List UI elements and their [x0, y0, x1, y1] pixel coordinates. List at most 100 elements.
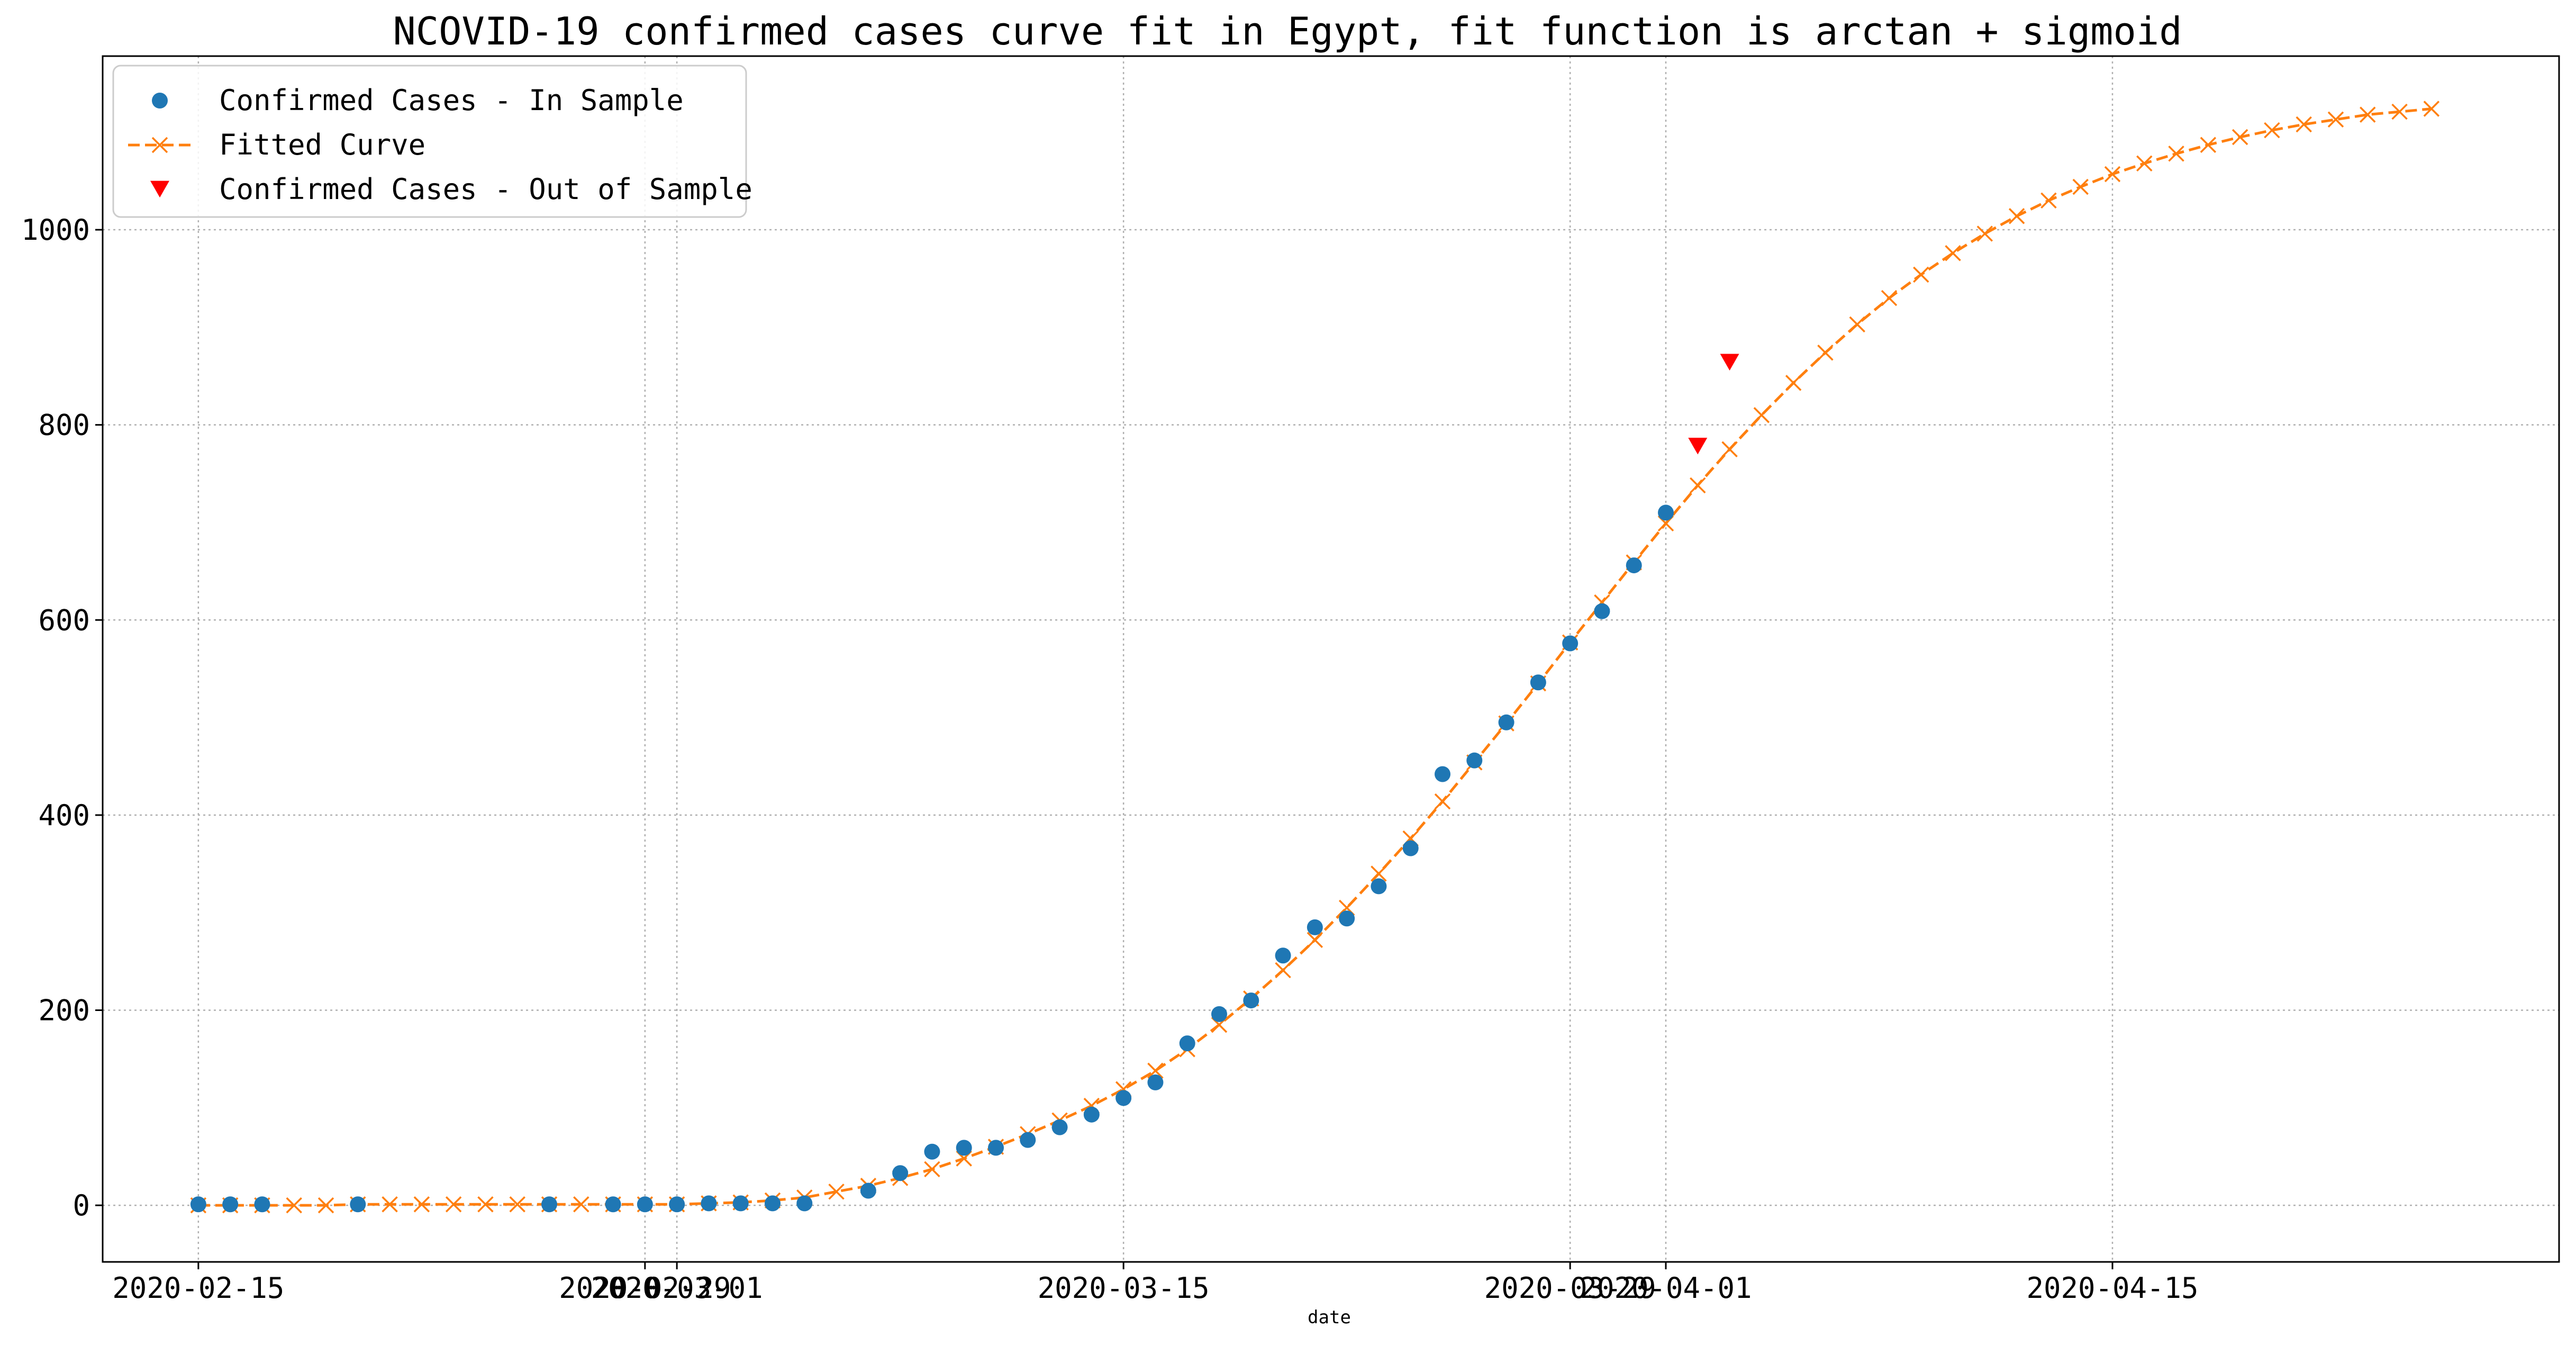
- legend-label-fitted-curve: Fitted Curve: [219, 128, 425, 161]
- in-sample-point: [1435, 766, 1450, 782]
- fitted-curve-point: [1913, 266, 1929, 283]
- in-sample-point: [1626, 557, 1642, 574]
- out-of-sample-point: [1688, 437, 1708, 455]
- x-tick-label: 2020-02-29: [559, 1271, 731, 1305]
- y-tick-label: 800: [38, 409, 90, 442]
- in-sample-point: [1147, 1074, 1164, 1090]
- in-sample-point: [1115, 1090, 1132, 1106]
- in-sample-point: [988, 1140, 1004, 1156]
- fitted-curve-point: [2136, 155, 2153, 171]
- in-sample-point: [892, 1165, 909, 1181]
- in-sample-point: [637, 1196, 653, 1213]
- in-sample-point: [350, 1196, 366, 1213]
- in-sample-point: [1371, 878, 1387, 895]
- x-tick-label: 2020-03-01: [591, 1271, 763, 1305]
- fitted-curve-point: [318, 1197, 334, 1214]
- out-of-sample-point: [1720, 354, 1739, 371]
- fitted-curve-point: [2104, 166, 2121, 183]
- fitted-curve-point: [1945, 245, 1961, 261]
- in-sample-point: [796, 1195, 813, 1212]
- in-sample-point: [1466, 752, 1483, 769]
- chart-title: NCOVID-19 confirmed cases curve fit in E…: [393, 9, 2182, 53]
- y-tick-label: 200: [38, 994, 90, 1027]
- fitted-curve-point: [1434, 793, 1451, 810]
- fitted-curve-point: [477, 1196, 494, 1213]
- legend-box: [112, 65, 747, 218]
- in-sample-point: [701, 1195, 717, 1212]
- in-sample-point: [1562, 635, 1579, 652]
- in-sample-point: [1498, 714, 1514, 730]
- in-sample-point: [1307, 919, 1323, 935]
- in-sample-points-layer: [190, 504, 1674, 1213]
- fitted-curve-point: [509, 1196, 525, 1213]
- x-tick-label: 2020-03-15: [1038, 1271, 1210, 1305]
- legend-marker-fitted-curve: [128, 137, 192, 154]
- in-sample-point: [541, 1196, 557, 1213]
- in-sample-point: [1402, 840, 1419, 856]
- fitted-curve-point: [1817, 345, 1834, 361]
- fitted-curve-point: [2040, 192, 2057, 209]
- fitted-curve-point: [2423, 101, 2440, 117]
- in-sample-point: [924, 1143, 940, 1160]
- out-of-sample-points-layer: [1688, 354, 1739, 455]
- in-sample-point: [1594, 603, 1610, 619]
- fitted-curve-point: [2327, 111, 2344, 128]
- legend-x-marker: [151, 137, 168, 154]
- in-sample-point: [1211, 1006, 1227, 1022]
- fitted-curve-point: [1785, 375, 1802, 391]
- fitted-curve-point: [1371, 865, 1387, 882]
- in-sample-point: [190, 1196, 206, 1213]
- in-sample-point: [1530, 674, 1546, 691]
- fitted-curve-point: [1753, 407, 1770, 423]
- y-axis-ticks: 0 200 400 600 800 1000: [21, 213, 103, 1222]
- in-sample-point: [254, 1196, 270, 1213]
- fitted-curve-point: [445, 1196, 462, 1213]
- in-sample-point: [1243, 992, 1259, 1009]
- in-sample-point: [605, 1196, 621, 1213]
- fitted-curve-point: [413, 1196, 430, 1213]
- in-sample-point: [765, 1195, 781, 1212]
- fitted-curve-point: [1147, 1062, 1164, 1079]
- fitted-curve-point: [2360, 106, 2376, 123]
- fitted-curve-point: [2232, 129, 2248, 146]
- in-sample-point: [222, 1196, 239, 1213]
- in-sample-point: [860, 1182, 876, 1199]
- fitted-curve-point: [2072, 178, 2089, 195]
- legend-label-in-sample: Confirmed Cases - In Sample: [219, 84, 684, 117]
- fitted-curve-point: [2168, 146, 2184, 162]
- fitted-curve-point: [2200, 137, 2217, 153]
- in-sample-point: [732, 1195, 749, 1212]
- fitted-curve-point: [573, 1196, 589, 1213]
- fitted-curve-point: [2264, 122, 2280, 139]
- fitted-curve-point: [2391, 103, 2408, 120]
- x-axis-label: date: [1308, 1307, 1351, 1328]
- in-sample-point: [1275, 947, 1291, 964]
- x-tick-label: 2020-04-15: [2026, 1271, 2198, 1305]
- fitted-curve-point: [1881, 290, 1898, 306]
- y-tick-label: 400: [38, 799, 90, 832]
- fitted-curve-point: [2008, 208, 2025, 224]
- fitted-curve-point: [1849, 316, 1865, 333]
- fitted-curve-point: [1307, 932, 1323, 949]
- fitted-curve-point: [1690, 477, 1706, 494]
- fitted-curve-point: [1976, 225, 1993, 242]
- legend-marker-in-sample: [152, 93, 168, 109]
- in-sample-point: [1179, 1035, 1195, 1052]
- plot-frame: [102, 55, 2560, 1263]
- fitted-curve-point: [286, 1197, 302, 1214]
- in-sample-point: [1020, 1132, 1036, 1148]
- legend-marker-out-of-sample: [150, 180, 169, 198]
- in-sample-point: [956, 1140, 972, 1156]
- x-tick-label: 2020-02-15: [112, 1271, 284, 1305]
- fitted-curve-point: [1721, 441, 1738, 457]
- in-sample-point: [1051, 1119, 1068, 1135]
- legend-label-out-of-sample: Confirmed Cases - Out of Sample: [219, 173, 752, 206]
- in-sample-point: [1658, 504, 1674, 521]
- in-sample-point: [669, 1196, 685, 1213]
- legend: Confirmed Cases - In Sample Fitted Curve…: [112, 65, 752, 218]
- y-tick-label: 0: [72, 1189, 90, 1222]
